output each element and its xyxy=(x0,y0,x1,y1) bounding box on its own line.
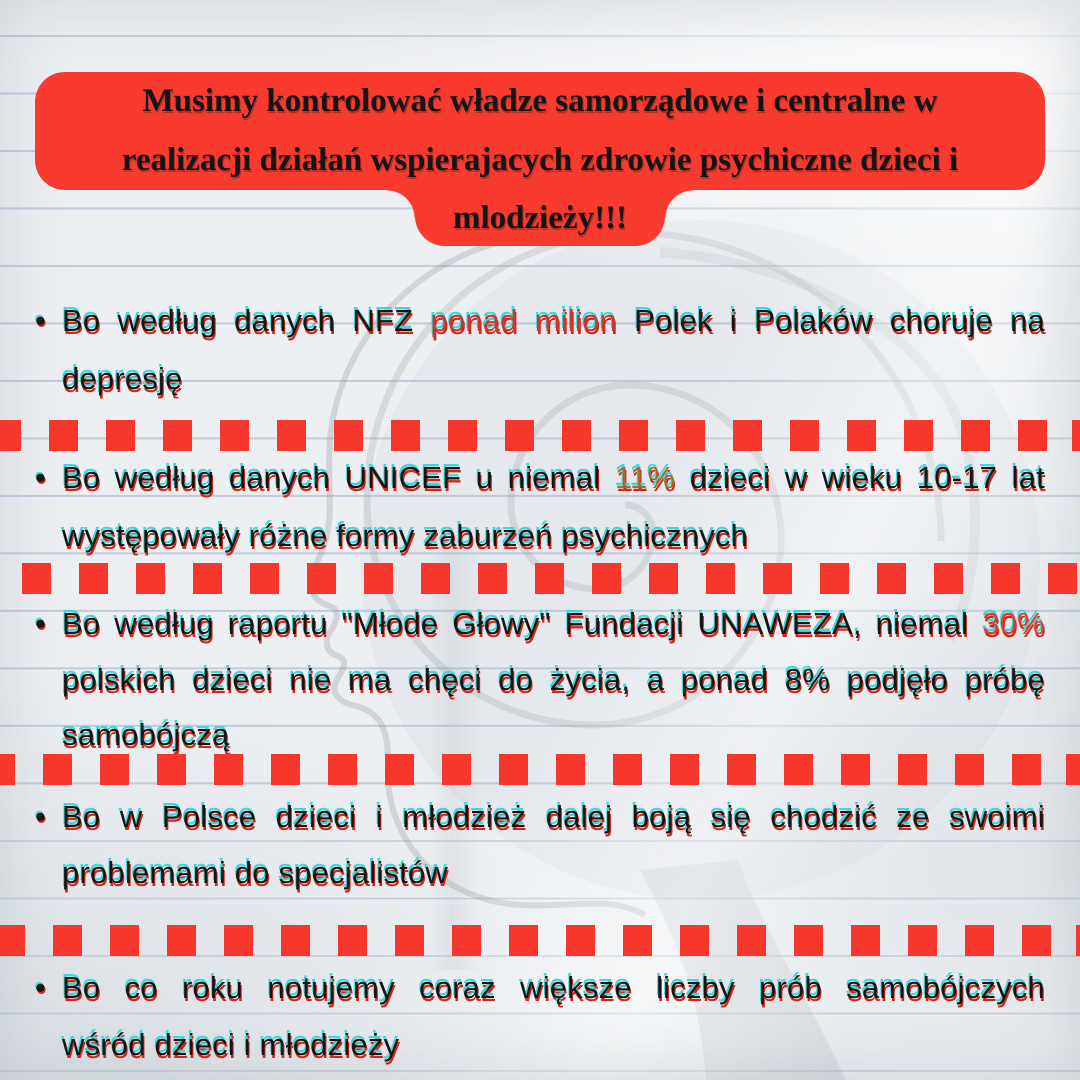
bullet-text-line: Bo w Polsce dzieci i młodzież dalej boją… xyxy=(62,789,1045,845)
bullet-text-line: depresję xyxy=(62,350,1045,408)
bullet-text: problemami do specjalistów xyxy=(62,854,448,890)
bullet-text: samobójczą xyxy=(62,717,230,752)
bullet-text-line: Bo według danych UNICEF u niemal 11% dzi… xyxy=(62,449,1045,507)
bullet-text: Bo co roku notujemy coraz większe liczby… xyxy=(62,970,1045,1005)
headline-banner: Musimy kontrolować władze samorządowe i … xyxy=(35,72,1045,190)
bullet-text-line: polskich dzieci nie ma chęci do życia, a… xyxy=(62,652,1045,708)
highlighted-statistic: 11% xyxy=(614,460,676,495)
dashed-separator xyxy=(0,754,1080,785)
bullet-text: Polek i Polaków choruje na xyxy=(617,303,1045,338)
bullet-item-nfz-depression: • Bo według danych NFZ ponad milion Polek… xyxy=(35,292,1045,408)
bullet-text-line: występowały różne formy zaburzeń psychic… xyxy=(62,507,1045,565)
bullet-text: Bo w Polsce dzieci i młodzież dalej boją… xyxy=(62,799,1045,834)
bullet-marker: • xyxy=(35,970,47,1005)
bullet-text-line: wśród dzieci i młodzieży xyxy=(62,1016,1045,1073)
highlighted-statistic: 30% xyxy=(982,606,1045,641)
bullet-text: Bo według danych UNICEF u niemal xyxy=(62,460,615,495)
headline-banner-tail: mlodzieży!!! xyxy=(415,190,665,246)
bullet-item-fear-of-specialists: • Bo w Polsce dzieci i młodzież dalej boj… xyxy=(35,789,1045,901)
highlighted-statistic: ponad milion xyxy=(430,303,617,338)
bullet-text: dzieci w wieku 10-17 lat xyxy=(675,460,1045,495)
bullet-text-line: Bo według danych NFZ ponad milion Polek … xyxy=(62,292,1045,350)
banner-fillet-left xyxy=(387,190,415,218)
bullet-item-suicide-attempts: • Bo co roku notujemy coraz większe liczb… xyxy=(35,959,1045,1073)
bullet-text: Bo według raportu "Młode Głowy" Fundacji… xyxy=(62,606,983,641)
bullet-text: wśród dzieci i młodzieży xyxy=(62,1027,400,1062)
bullet-text: występowały różne formy zaburzeń psychic… xyxy=(62,517,749,553)
bullet-marker: • xyxy=(35,799,47,834)
bullet-marker: • xyxy=(35,460,47,495)
dashed-separator xyxy=(0,925,1080,956)
bullet-text: polskich dzieci nie ma chęci do życia, a… xyxy=(62,661,1045,697)
bullet-text-line: samobójczą xyxy=(62,707,1045,763)
dashed-separator xyxy=(0,563,1080,594)
headline-line: Musimy kontrolować władze samorządowe i … xyxy=(142,83,938,119)
bullet-text-line: problemami do specjalistów xyxy=(62,845,1045,901)
bullet-item-unicef-disorders: • Bo według danych UNICEF u niemal 11% dz… xyxy=(35,449,1045,565)
bullet-text-line: Bo według raportu "Młode Głowy" Fundacji… xyxy=(62,596,1045,652)
bullet-text-line: Bo co roku notujemy coraz większe liczby… xyxy=(62,959,1045,1016)
headline-line: mlodzieży!!! xyxy=(452,200,628,236)
bullet-item-mlode-glowy-report: • Bo według raportu "Młode Głowy" Fundacj… xyxy=(35,596,1045,763)
bullet-marker: • xyxy=(35,606,47,641)
bullet-text: depresję xyxy=(62,360,183,396)
dashed-separator xyxy=(0,420,1080,451)
bullet-text: Bo według danych NFZ xyxy=(62,303,431,338)
headline-line: realizacji działań wspierajacych zdrowie… xyxy=(121,142,959,178)
bullet-marker: • xyxy=(35,303,47,338)
banner-fillet-right xyxy=(665,190,693,218)
